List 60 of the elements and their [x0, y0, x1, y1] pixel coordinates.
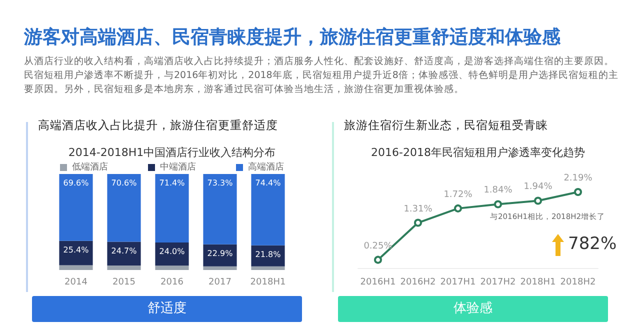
point	[574, 188, 582, 196]
data-label: 25.4%	[63, 245, 90, 254]
bar	[107, 242, 141, 266]
x-tick-label: 2017	[208, 278, 232, 288]
data-label: 1.94%	[524, 182, 553, 192]
data-label: 1.31%	[404, 204, 433, 214]
bar	[59, 240, 93, 266]
point	[494, 200, 502, 208]
data-label: 74.4%	[255, 178, 282, 188]
data-label: 21.8%	[255, 250, 282, 259]
chart-subtitle: 旅游住宿衍生新业态，民宿短租受青睐	[344, 118, 548, 133]
chart-subtitle: 高端酒店收入占比提升，旅游住宿更重舒适度	[38, 118, 278, 133]
text: 舒适度	[32, 296, 302, 322]
x-tick-label: 2018H1	[520, 278, 556, 288]
point	[374, 256, 382, 264]
bar	[107, 265, 141, 270]
x-tick-label: 2017H2	[480, 278, 516, 288]
point	[414, 218, 422, 227]
bar	[155, 174, 189, 243]
data-label: 1.84%	[484, 186, 513, 196]
bar	[203, 266, 237, 270]
point	[534, 196, 542, 205]
legend-label: 高端酒店	[248, 162, 284, 172]
bar	[203, 244, 237, 266]
data-label: 22.9%	[207, 248, 234, 258]
data-label: 71.4%	[159, 178, 186, 188]
bar	[59, 265, 93, 270]
x-tick-label: 2016	[160, 278, 184, 288]
text: 从酒店行业的收入结构看，高端酒店收入占比持续提升；酒店服务人性化、配套设施好、舒适度高，是游客选择高端住宿的主要原因。民宿短租用户渗透率不断提升，与2016年初对比，2018年底，民宿短租用户提升近8倍；体验感强、特色鲜明是用户选择民宿短租的主要原因。另外，民宿短租多是本地房东，游客通过民宿可体验当地生活，旅游住宿更加重视体验感。	[24, 55, 619, 97]
chart-title: 2014-2018H1中国酒店行业收入结构分布	[68, 146, 276, 159]
chart-title: 2016-2018年民宿短租用户渗透率变化趋势	[371, 146, 585, 159]
bar	[251, 245, 285, 266]
data-label: 70.6%	[111, 178, 138, 188]
text: 游客对高端酒店、民宿青睐度提升，旅游住宿更重舒适度和体验感	[24, 26, 560, 49]
bar	[155, 242, 189, 266]
data-label: 2.19%	[564, 174, 593, 184]
bar	[155, 266, 189, 270]
bar	[107, 174, 141, 242]
x-tick-label: 2016H2	[400, 278, 436, 288]
point	[454, 204, 462, 212]
legend-label: 低端酒店	[72, 162, 108, 172]
data-label: 69.6%	[63, 178, 90, 188]
x-tick-label: 2014	[64, 278, 88, 288]
text: 体验感	[338, 296, 608, 322]
annotation: 782%	[568, 234, 617, 254]
x-tick-label: 2018H2	[560, 278, 596, 288]
x-tick-label: 2017H1	[440, 278, 476, 288]
data-label: 73.3%	[207, 178, 234, 188]
bar	[203, 174, 237, 244]
x-tick-label: 2015	[112, 278, 136, 288]
data-label: 24.7%	[111, 246, 138, 256]
bar	[251, 174, 285, 246]
data-label: 1.72%	[444, 190, 473, 200]
bar	[59, 174, 93, 241]
x-tick-label: 2018H1	[250, 278, 286, 288]
x-tick-label: 2016H1	[360, 278, 396, 288]
bar	[251, 266, 285, 270]
data-label: 24.0%	[159, 247, 186, 256]
data-label: 0.25%	[364, 241, 393, 252]
legend-label: 中端酒店	[160, 162, 196, 172]
